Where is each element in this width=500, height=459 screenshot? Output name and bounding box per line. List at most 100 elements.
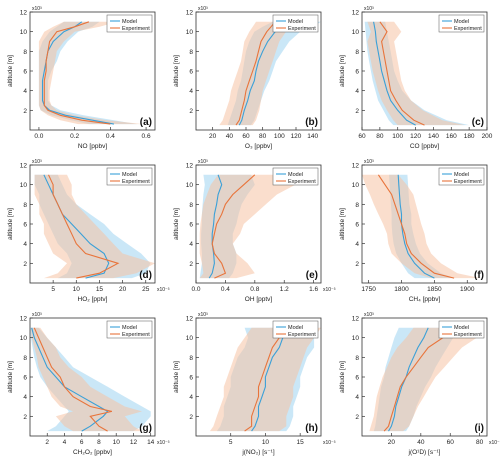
y-axis-exponent: x10³ [32, 6, 42, 12]
chart-panel: 2 4 6 8 10 12 x10³ altitude [m] 5 10 15 x10⁻³ j(NO₂)… [173, 312, 336, 456]
y-tick-label: 12 [186, 10, 194, 17]
y-tick-label: 8 [23, 49, 27, 56]
x-axis-title: CO [ppbv] [410, 143, 439, 150]
x-tick-label: 4 [63, 439, 67, 446]
y-axis-title: altitude [m] [173, 361, 180, 393]
band-group [219, 21, 321, 126]
x-tick-label: 15 [96, 286, 104, 293]
x-tick-label: 120 [291, 133, 302, 140]
legend-label: Experiment [288, 26, 316, 32]
y-tick-label: 12 [352, 316, 360, 323]
y-axis-title: altitude [m] [339, 361, 346, 393]
panel-label: (i) [475, 423, 484, 434]
chart-panel: 2 4 6 8 10 12 x10³ altitude [m] 0.0 0.2 0.4 0.6 NO [… [7, 6, 156, 150]
y-tick-label: 6 [355, 222, 359, 229]
y-tick-label: 10 [20, 29, 28, 36]
y-axis-exponent: x10³ [198, 6, 208, 12]
y-tick-label: 4 [23, 241, 27, 248]
x-axis-exponent: x10⁻³ [323, 287, 336, 293]
x-tick-label: 0.2 [70, 133, 79, 140]
chart-panel: 2 4 6 8 10 12 x10³ altitude [m] 5 10 15 20 25 x10⁻³ HO… [7, 159, 170, 303]
legend-label: Experiment [122, 332, 150, 338]
uncertainty-band [367, 21, 465, 126]
y-tick-label: 8 [23, 202, 27, 209]
y-axis-exponent: x10³ [32, 159, 42, 165]
y-tick-label: 12 [352, 163, 360, 170]
x-tick-label: 60 [358, 133, 366, 140]
y-tick-label: 6 [23, 69, 27, 76]
x-tick-label: 20 [119, 286, 127, 293]
legend-label: Experiment [454, 332, 482, 338]
y-tick-label: 6 [355, 69, 359, 76]
band-group [34, 174, 155, 279]
y-axis-title: altitude [m] [339, 208, 346, 240]
y-tick-label: 12 [352, 10, 360, 17]
y-tick-label: 12 [186, 316, 194, 323]
x-tick-label: 10 [73, 286, 81, 293]
legend-label: Model [288, 325, 303, 331]
y-tick-label: 6 [355, 375, 359, 382]
y-tick-label: 8 [355, 49, 359, 56]
legend-label: Experiment [122, 179, 150, 185]
x-tick-label: 180 [464, 133, 475, 140]
panel-label: (f) [474, 270, 484, 281]
y-axis-title: altitude [m] [7, 55, 14, 87]
y-axis-exponent: x10³ [198, 159, 208, 165]
y-tick-label: 4 [23, 394, 27, 401]
x-tick-label: 10 [113, 439, 121, 446]
band-group [364, 21, 470, 126]
x-axis-title: j(O¹D) [s⁻¹] [408, 449, 441, 456]
uncertainty-band [30, 327, 143, 432]
panel-label: (g) [139, 423, 152, 434]
uncertainty-band [362, 174, 481, 279]
x-tick-label: 0.8 [250, 286, 259, 293]
series-line [383, 327, 451, 432]
y-tick-label: 8 [355, 202, 359, 209]
x-axis-exponent: x10⁻³ [157, 440, 170, 446]
y-tick-label: 6 [23, 222, 27, 229]
legend-label: Model [288, 19, 303, 25]
series-line [377, 174, 455, 279]
y-tick-label: 8 [23, 355, 27, 362]
x-axis-title: O₃ [ppbv] [245, 143, 272, 150]
y-tick-label: 2 [189, 108, 193, 115]
y-tick-label: 8 [189, 202, 193, 209]
x-axis-title: NO [ppbv] [78, 143, 107, 150]
series-line [235, 21, 276, 126]
x-tick-label: 140 [428, 133, 439, 140]
y-tick-label: 12 [20, 163, 28, 170]
series-line [388, 327, 429, 432]
y-tick-label: 10 [186, 29, 194, 36]
x-tick-label: 6 [80, 439, 84, 446]
y-tick-label: 12 [186, 163, 194, 170]
y-tick-label: 12 [20, 10, 28, 17]
y-tick-label: 2 [189, 261, 193, 268]
x-tick-label: 100 [274, 133, 285, 140]
x-axis-title: HO₂ [pptv] [78, 296, 108, 303]
legend-label: Model [122, 172, 137, 178]
series-line [379, 21, 425, 126]
legend-label: Model [288, 172, 303, 178]
y-axis-exponent: x10³ [364, 312, 374, 318]
band-group [199, 174, 314, 279]
y-tick-label: 4 [355, 241, 359, 248]
panel-label: (d) [139, 270, 152, 281]
legend-label: Model [122, 325, 137, 331]
y-tick-label: 10 [20, 335, 28, 342]
y-axis-title: altitude [m] [173, 55, 180, 87]
y-axis-exponent: x10³ [364, 6, 374, 12]
x-tick-label: 1850 [427, 286, 442, 293]
series-line [211, 174, 256, 279]
y-tick-label: 4 [189, 241, 193, 248]
y-axis-title: altitude [m] [339, 55, 346, 87]
band-group [362, 174, 481, 279]
chart-panel: 2 4 6 8 10 12 x10³ altitude [m] 2 4 6 8 10 12 14 x10⁻³ C… [7, 312, 170, 456]
x-axis-title: j(NO₂) [s⁻¹] [241, 449, 275, 456]
x-tick-label: 0.6 [142, 133, 151, 140]
series-line [244, 327, 287, 432]
